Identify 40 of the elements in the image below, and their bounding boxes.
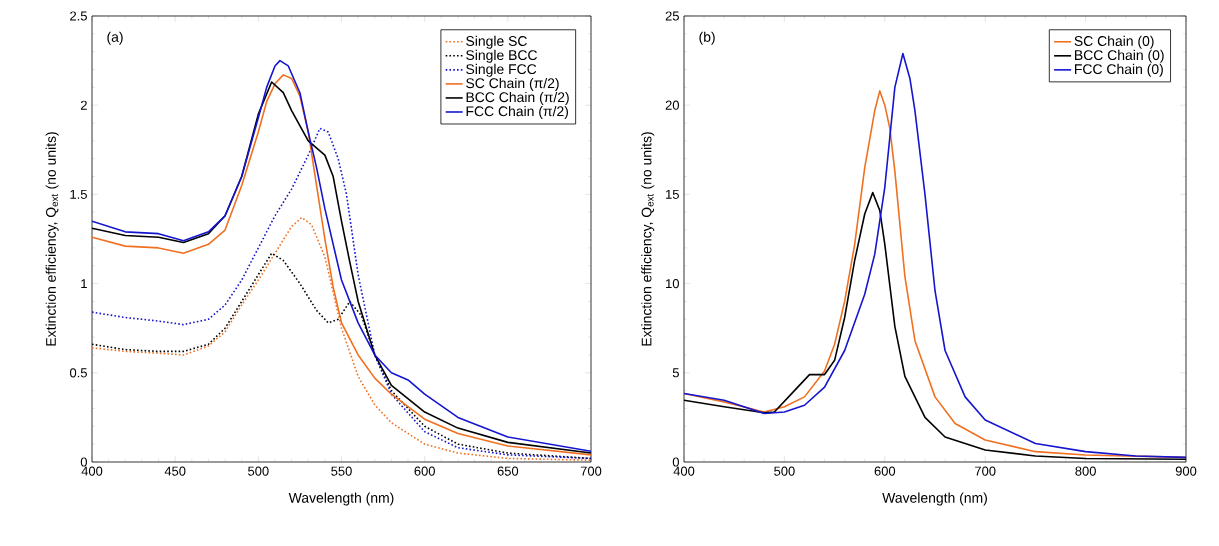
x-tick-label: 650 <box>497 466 519 476</box>
x-tick-label: 500 <box>248 466 269 476</box>
legend-label: BCC Chain (π/2) <box>466 91 569 105</box>
y-tick-label: 5 <box>672 368 679 378</box>
y-tick-label: 10 <box>666 279 679 289</box>
y-tick-label: 0 <box>672 457 679 467</box>
y-tick-label: 2.5 <box>70 11 87 21</box>
y-axis-title: Extinction efficiency, Q$_{ext}$ (no units) <box>641 132 655 346</box>
x-tick-label: 700 <box>580 466 602 476</box>
legend-label: SC Chain (0) <box>1074 35 1154 49</box>
x-tick-label: 500 <box>774 466 795 476</box>
x-axis-title: Wavelength (nm) <box>288 492 394 506</box>
x-tick-label: 800 <box>1075 466 1096 476</box>
x-tick-label: 400 <box>673 466 695 476</box>
y-tick-label: 25 <box>665 11 679 21</box>
y-tick-label: 0 <box>80 457 87 467</box>
x-tick-label: 400 <box>81 466 103 476</box>
legend-label: Single SC <box>466 35 527 49</box>
legend-label: FCC Chain (0) <box>1075 63 1163 77</box>
x-tick-label: 600 <box>874 466 896 476</box>
legend-label: BCC Chain (0) <box>1075 49 1164 63</box>
legend-label: Single BCC <box>466 49 538 63</box>
legend-label: FCC Chain (π/2) <box>466 105 568 119</box>
annotation: (b) <box>699 31 715 45</box>
x-tick-label: 550 <box>331 466 352 476</box>
y-tick-label: 2 <box>80 100 87 110</box>
y-tick-label: 1 <box>81 279 87 289</box>
x-axis-title: Wavelength (nm) <box>882 492 987 506</box>
y-tick-label: 0.5 <box>69 368 87 378</box>
x-tick-label: 600 <box>414 466 435 476</box>
annotation: (a) <box>107 31 123 45</box>
y-tick-label: 20 <box>665 100 679 110</box>
legend-label: SC Chain (π/2) <box>466 77 559 91</box>
x-tick-label: 900 <box>1175 466 1197 476</box>
x-tick-label: 700 <box>975 466 996 476</box>
y-tick-label: 1.5 <box>70 189 87 199</box>
x-tick-label: 450 <box>164 466 186 476</box>
y-tick-label: 15 <box>666 189 679 199</box>
y-axis-title: Extinction efficiency, Q$_{ext}$ (no units) <box>45 132 59 346</box>
legend-label: Single FCC <box>466 63 537 77</box>
